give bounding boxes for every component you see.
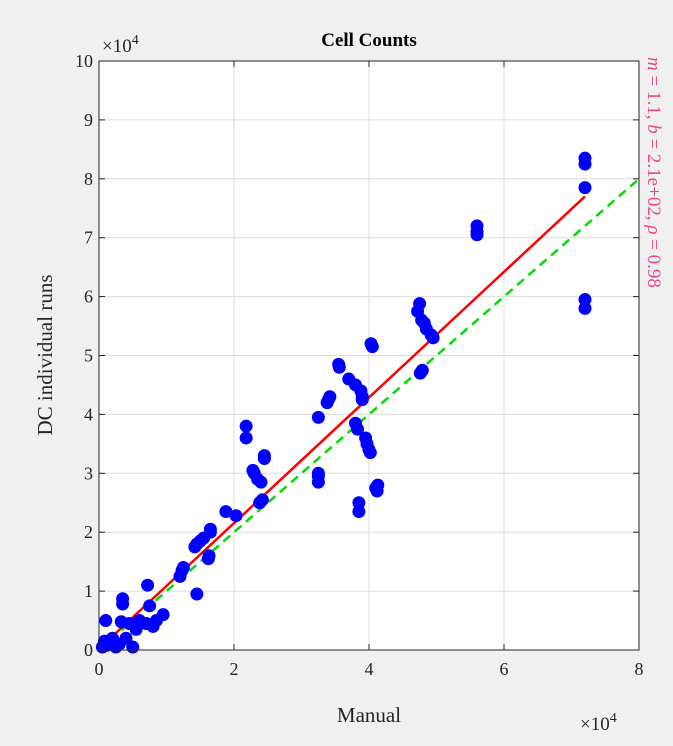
x-tick-label: 8 <box>635 659 644 679</box>
y-tick-label: 1 <box>84 581 93 601</box>
data-point <box>578 301 592 315</box>
y-tick-label: 2 <box>84 522 93 542</box>
data-point <box>257 452 271 466</box>
data-point <box>415 363 429 377</box>
data-point <box>470 228 484 242</box>
data-point <box>255 493 269 507</box>
y-axis-label: DC individual runs <box>33 275 57 436</box>
data-point <box>203 522 217 536</box>
x-tick-label: 4 <box>365 659 374 679</box>
data-point <box>371 478 385 492</box>
data-point <box>352 505 366 519</box>
x-axis-label: Manual <box>337 703 401 727</box>
y-tick-label: 5 <box>84 346 93 366</box>
data-point <box>365 340 379 354</box>
data-point <box>413 297 427 311</box>
data-point <box>176 561 190 575</box>
y-axis-exponent: ×104 <box>102 33 139 57</box>
data-point <box>332 360 346 374</box>
data-point <box>239 431 253 445</box>
data-point <box>202 549 216 563</box>
data-point <box>116 592 130 606</box>
data-point <box>426 331 440 345</box>
y-tick-label: 6 <box>84 287 93 307</box>
data-point <box>254 475 268 489</box>
y-tick-label: 0 <box>84 640 93 660</box>
data-point <box>143 599 157 613</box>
data-point <box>363 446 377 460</box>
chart-title: Cell Counts <box>321 30 417 51</box>
data-point <box>311 466 325 480</box>
y-tick-labels: 0 1 2 3 4 5 6 7 8 9 10 <box>75 51 93 660</box>
data-point <box>578 157 592 171</box>
data-point <box>355 393 369 407</box>
data-point <box>578 181 592 195</box>
data-point <box>311 410 325 424</box>
fit-statistics-annotation: m = 1.1, b = 2.1e+02, ρ = 0.98 <box>643 57 664 288</box>
data-point <box>99 614 113 628</box>
data-point <box>323 390 337 404</box>
data-point <box>351 422 365 436</box>
y-tick-label: 10 <box>75 51 93 71</box>
y-tick-label: 3 <box>84 463 93 483</box>
x-tick-labels: 0 2 4 6 8 <box>95 659 644 679</box>
data-point <box>141 578 155 592</box>
x-tick-label: 2 <box>230 659 239 679</box>
data-point <box>219 505 233 519</box>
data-point <box>229 509 243 523</box>
data-point <box>119 631 133 645</box>
x-axis-exponent: ×104 <box>580 711 617 735</box>
data-point <box>239 419 253 433</box>
x-tick-label: 0 <box>95 659 104 679</box>
y-tick-label: 8 <box>84 169 93 189</box>
y-tick-label: 9 <box>84 110 93 130</box>
x-tick-label: 6 <box>500 659 509 679</box>
grid <box>99 61 639 650</box>
data-point <box>126 640 140 654</box>
y-tick-label: 7 <box>84 228 93 248</box>
y-tick-label: 4 <box>84 404 93 424</box>
data-point <box>190 587 204 601</box>
data-point <box>156 608 170 622</box>
